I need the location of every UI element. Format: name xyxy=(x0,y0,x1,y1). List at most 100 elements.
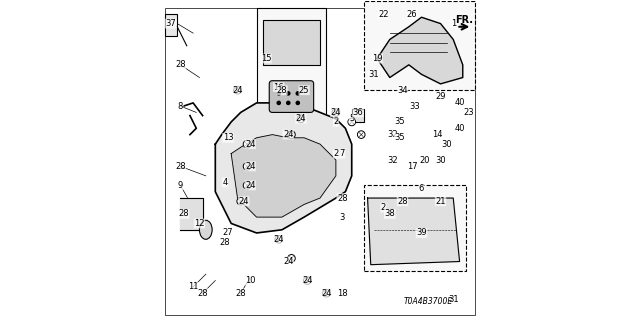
Text: 11: 11 xyxy=(188,282,198,292)
Text: 24: 24 xyxy=(283,130,294,139)
Text: 27: 27 xyxy=(223,228,234,237)
Text: 22: 22 xyxy=(378,10,388,19)
Circle shape xyxy=(357,131,365,139)
Text: 28: 28 xyxy=(197,289,208,298)
Polygon shape xyxy=(231,135,336,217)
Text: 28: 28 xyxy=(337,194,348,203)
Text: 36: 36 xyxy=(353,108,364,117)
Text: 18: 18 xyxy=(337,289,348,298)
Text: 24: 24 xyxy=(232,86,243,95)
Text: 30: 30 xyxy=(442,140,452,148)
Circle shape xyxy=(296,101,300,105)
Circle shape xyxy=(287,92,290,95)
Circle shape xyxy=(296,92,300,95)
Text: 25: 25 xyxy=(299,86,309,95)
Text: 39: 39 xyxy=(416,228,427,237)
Text: 23: 23 xyxy=(464,108,474,117)
Text: 12: 12 xyxy=(194,219,205,228)
Polygon shape xyxy=(180,198,203,230)
Circle shape xyxy=(277,101,280,105)
Text: 2: 2 xyxy=(333,149,339,158)
Text: 14: 14 xyxy=(432,130,443,139)
Text: 40: 40 xyxy=(454,99,465,108)
Text: FR.: FR. xyxy=(455,15,473,25)
Text: 31: 31 xyxy=(448,295,458,304)
Text: 8: 8 xyxy=(178,101,183,111)
Text: 7: 7 xyxy=(339,149,345,158)
Circle shape xyxy=(332,108,340,116)
Text: 10: 10 xyxy=(245,276,255,285)
Polygon shape xyxy=(263,20,320,65)
Circle shape xyxy=(323,289,330,297)
Circle shape xyxy=(287,101,290,105)
Circle shape xyxy=(243,140,251,148)
Text: 28: 28 xyxy=(175,162,186,171)
Text: 28: 28 xyxy=(179,209,189,219)
Ellipse shape xyxy=(200,220,212,239)
Text: 32: 32 xyxy=(388,130,398,139)
Text: 13: 13 xyxy=(223,133,234,142)
Text: 24: 24 xyxy=(239,197,249,206)
Text: 21: 21 xyxy=(435,197,446,206)
Text: T0A4B3700E: T0A4B3700E xyxy=(404,297,453,306)
Text: 24: 24 xyxy=(331,108,341,117)
Text: 17: 17 xyxy=(406,162,417,171)
Text: 15: 15 xyxy=(261,54,271,63)
Text: 28: 28 xyxy=(397,197,408,206)
Circle shape xyxy=(243,181,251,189)
Circle shape xyxy=(303,277,311,284)
FancyBboxPatch shape xyxy=(257,8,326,128)
Text: 35: 35 xyxy=(394,133,404,142)
Circle shape xyxy=(297,115,305,123)
Text: 19: 19 xyxy=(372,54,382,63)
Text: 5: 5 xyxy=(349,114,355,123)
Text: 2: 2 xyxy=(333,117,339,126)
Polygon shape xyxy=(215,103,352,233)
Circle shape xyxy=(237,197,244,205)
Text: 24: 24 xyxy=(283,257,294,266)
Text: 35: 35 xyxy=(394,117,404,126)
Text: 28: 28 xyxy=(175,60,186,69)
Circle shape xyxy=(243,163,251,170)
Text: 20: 20 xyxy=(419,156,430,164)
Text: 24: 24 xyxy=(245,140,255,148)
Circle shape xyxy=(348,118,356,126)
Text: 32: 32 xyxy=(388,156,398,164)
Text: 33: 33 xyxy=(410,101,420,111)
Text: 28: 28 xyxy=(220,238,230,247)
FancyBboxPatch shape xyxy=(364,1,476,90)
Text: 26: 26 xyxy=(406,10,417,19)
Text: 4: 4 xyxy=(222,178,227,187)
Circle shape xyxy=(234,86,241,94)
Polygon shape xyxy=(164,14,177,36)
Text: 24: 24 xyxy=(321,289,332,298)
FancyBboxPatch shape xyxy=(352,109,364,122)
Polygon shape xyxy=(367,198,460,265)
Text: 24: 24 xyxy=(302,276,312,285)
Circle shape xyxy=(275,236,283,243)
Text: 37: 37 xyxy=(166,19,176,28)
Text: 24: 24 xyxy=(296,114,306,123)
Text: 2: 2 xyxy=(381,203,386,212)
Text: 31: 31 xyxy=(369,70,380,79)
Text: 3: 3 xyxy=(339,212,345,222)
Circle shape xyxy=(287,254,295,262)
Text: 29: 29 xyxy=(435,92,446,101)
Text: 28: 28 xyxy=(276,86,287,95)
Text: 16: 16 xyxy=(273,83,284,92)
Text: 34: 34 xyxy=(397,86,408,95)
Text: 9: 9 xyxy=(178,181,183,190)
Circle shape xyxy=(277,92,280,95)
Text: 24: 24 xyxy=(273,235,284,244)
Text: 6: 6 xyxy=(419,184,424,193)
FancyBboxPatch shape xyxy=(269,81,314,112)
Text: 38: 38 xyxy=(385,209,395,219)
FancyBboxPatch shape xyxy=(364,185,466,271)
Text: 28: 28 xyxy=(236,289,246,298)
Circle shape xyxy=(287,131,295,139)
Text: 24: 24 xyxy=(245,162,255,171)
Text: 40: 40 xyxy=(454,124,465,133)
Text: 24: 24 xyxy=(245,181,255,190)
Text: 30: 30 xyxy=(435,156,446,164)
Text: 1: 1 xyxy=(451,19,456,28)
